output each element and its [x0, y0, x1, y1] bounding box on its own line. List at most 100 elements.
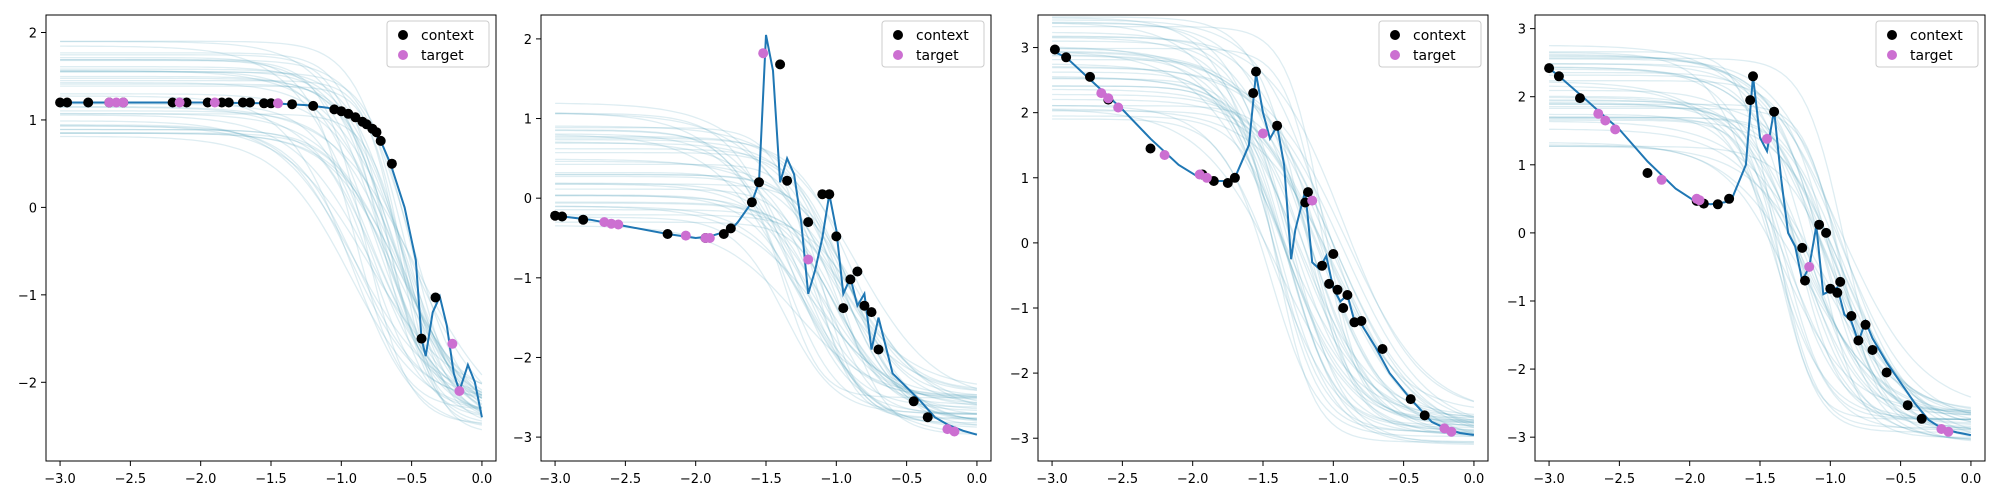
sample-curve — [60, 83, 483, 422]
sample-curve — [555, 174, 977, 405]
x-tick-label: 0.0 — [472, 472, 493, 487]
target-point — [1610, 124, 1621, 135]
context-point — [803, 217, 814, 228]
sample-curve — [1549, 57, 1971, 424]
context-point — [1145, 143, 1156, 154]
sample-curve — [1549, 119, 1971, 420]
context-point — [1085, 71, 1095, 82]
sample-curve — [1052, 58, 1474, 443]
legend-context-marker — [1390, 30, 1400, 40]
x-tick-label: −2.5 — [1604, 472, 1636, 487]
context-point — [1832, 287, 1843, 298]
x-tick-label: −2.0 — [1177, 472, 1209, 487]
sample-curve — [60, 135, 483, 409]
target-point — [1694, 195, 1705, 206]
legend: context target — [1875, 20, 1979, 68]
target-point — [111, 97, 122, 108]
sample-curve — [1549, 58, 1972, 423]
legend-target-marker — [398, 50, 408, 60]
sample-curve — [1052, 21, 1474, 432]
context-point — [259, 98, 269, 109]
context-point — [718, 229, 729, 239]
target-point — [454, 386, 465, 396]
context-point — [1814, 219, 1825, 230]
target-point — [447, 338, 458, 349]
sample-curve — [1549, 107, 1971, 431]
sample-curve — [555, 141, 977, 415]
sample-curve — [60, 70, 483, 409]
sample-curve — [1052, 51, 1474, 421]
context-point — [873, 344, 884, 355]
context-point — [386, 158, 397, 169]
x-tick-label: −2.0 — [1674, 472, 1706, 487]
context-point — [375, 135, 386, 146]
sample-curve — [1052, 110, 1474, 424]
sample-curve — [555, 151, 977, 435]
target-point — [1201, 172, 1212, 183]
context-point — [1251, 66, 1261, 77]
target-point — [1103, 93, 1114, 104]
context-point — [725, 223, 736, 234]
context-point — [908, 396, 919, 407]
y-tick-label: 3 — [1518, 23, 1526, 38]
sample-curve — [1052, 46, 1474, 417]
y-tick-label: −2 — [1010, 367, 1029, 382]
sample-curve — [1549, 63, 1971, 440]
chart-panel-4: −3.0 −2.5 −2.0 −1.5 −1.0 −0.5 0.0 −3 −2 −1 0 1 2 3 con… — [1507, 14, 1986, 487]
sample-curve — [1549, 85, 1971, 440]
sample-curve — [555, 201, 977, 421]
y-tick-label: −1 — [513, 272, 532, 287]
context-point — [430, 292, 441, 303]
context-point — [852, 266, 863, 277]
chart-panel-3: −3.0 −2.5 −2.0 −1.5 −1.0 −0.5 0.0 −3 −2 −1 0 1 2 3 con… — [1010, 14, 1489, 487]
sample-curve — [60, 71, 483, 409]
context-point — [1642, 168, 1653, 178]
sample-curve — [60, 70, 483, 396]
legend-target-marker — [893, 50, 903, 60]
sample-curve — [555, 142, 977, 422]
legend-box — [386, 20, 490, 68]
sample-curve — [60, 110, 483, 385]
sample-curve — [60, 103, 483, 396]
plot-area — [1049, 16, 1475, 445]
context-point — [202, 97, 213, 108]
target-point — [1446, 426, 1457, 437]
sample-curve — [60, 59, 483, 396]
legend-context-marker — [1887, 30, 1897, 40]
sample-curve — [1052, 66, 1475, 402]
x-tick-label: −0.5 — [1388, 472, 1420, 487]
y-tick-label: −1 — [18, 289, 37, 304]
legend-context-label: context — [1413, 28, 1466, 44]
legend: context target — [881, 20, 985, 68]
context-point — [1049, 44, 1060, 55]
sample-curve — [1052, 93, 1474, 427]
y-tick-label: 1 — [1021, 172, 1029, 187]
x-tick-label: −1.0 — [821, 472, 853, 487]
plot-area — [1544, 44, 1972, 442]
y-tick-label: 2 — [1518, 91, 1526, 106]
sample-curve — [60, 68, 483, 414]
sample-curve — [60, 113, 483, 419]
sample-curve — [60, 105, 483, 376]
context-point — [922, 412, 933, 423]
x-tick-label: −0.5 — [1885, 472, 1917, 487]
sample-curve — [60, 120, 483, 393]
sample-curve — [1052, 115, 1474, 443]
target-point — [1593, 108, 1604, 119]
context-point — [1745, 95, 1756, 106]
legend-context-label: context — [1910, 28, 1963, 44]
x-tick-label: −3.0 — [1533, 472, 1565, 487]
y-tick-label: 0 — [29, 201, 37, 216]
legend-context-marker — [398, 30, 408, 40]
context-point — [371, 127, 382, 138]
sample-curve — [1052, 36, 1474, 418]
sample-curve — [1549, 67, 1971, 410]
context-point — [1419, 410, 1430, 421]
y-tick-label: 1 — [1518, 159, 1526, 174]
target-point — [1762, 133, 1772, 144]
context-point — [1867, 345, 1878, 355]
sample-curve — [60, 85, 483, 431]
axes-frame — [45, 14, 497, 462]
context-point — [1748, 71, 1758, 82]
